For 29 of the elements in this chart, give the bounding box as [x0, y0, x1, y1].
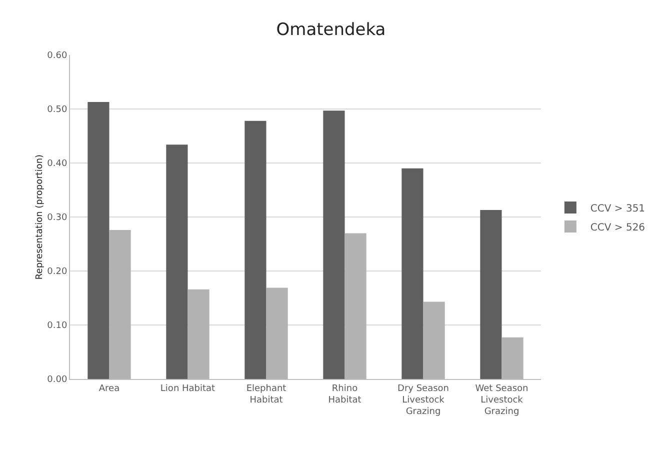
bar [502, 337, 524, 379]
x-tick-label: Wet Season Livestock Grazing [475, 384, 528, 418]
y-tick-label: 0.30 [47, 213, 68, 224]
y-tick-label: 0.10 [47, 321, 68, 332]
bar [188, 289, 210, 379]
bar [109, 230, 131, 379]
bar [266, 288, 288, 379]
bar [244, 120, 266, 379]
chart-title: Omatendeka [276, 20, 386, 40]
x-tick-label: Elephant Habitat [246, 384, 287, 406]
bar [344, 233, 366, 379]
bar [88, 102, 110, 379]
x-tick-label: Rhino Habitat [328, 384, 362, 406]
y-tick-label: 0.50 [47, 105, 68, 116]
y-axis-title: Representation (proportion) [35, 154, 45, 280]
legend-label: CCV > 351 [590, 203, 646, 214]
y-tick-label: 0.60 [47, 51, 68, 62]
y-tick-label: 0.40 [47, 159, 68, 170]
x-tick-label: Lion Habitat [160, 384, 216, 394]
bar [166, 144, 188, 379]
bar [423, 302, 445, 379]
x-tick-label: Area [98, 384, 120, 394]
bar [323, 110, 345, 379]
legend-label: CCV > 526 [590, 222, 646, 234]
bar [402, 168, 424, 379]
bar [480, 210, 502, 379]
y-tick-label: 0.20 [47, 267, 68, 278]
y-tick-label: 0.00 [47, 375, 68, 386]
x-tick-label: Dry Season Livestock Grazing [398, 384, 449, 418]
